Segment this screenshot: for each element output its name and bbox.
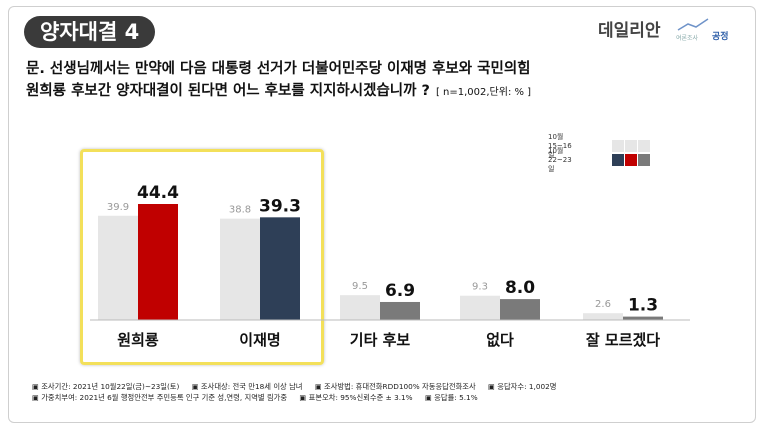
bar-curr-0 [138, 204, 178, 320]
bar-prev-3 [460, 295, 500, 320]
bar-curr-1 [260, 217, 300, 320]
legend-row-curr: 10월22~23일 [548, 147, 572, 173]
legend-label-curr: 10월22~23일 [548, 147, 572, 173]
bar-curr-3 [500, 299, 540, 320]
value-label-prev-4: 2.6 [595, 299, 611, 310]
footer-method: ▣ 조사방법: 휴대전화RDD100% 자동응답전화조사 [314, 382, 476, 391]
gongjeong-logo: 여론조사 공정 [676, 16, 746, 44]
legend-swatch-curr-3 [638, 154, 650, 166]
value-label-curr-0: 44.4 [137, 183, 179, 203]
bar-prev-2 [340, 295, 380, 320]
value-label-prev-1: 38.8 [229, 205, 251, 216]
value-label-curr-3: 8.0 [505, 278, 535, 298]
survey-question: 문. 선생님께서는 만약에 다음 대통령 선거가 더불어민주당 이재명 후보와 … [26, 58, 746, 104]
question-line-1: 문. 선생님께서는 만약에 다음 대통령 선거가 더불어민주당 이재명 후보와 … [26, 61, 531, 77]
footer-response-rate: ▣ 응답률: 5.1% [424, 393, 478, 402]
brand2-sub: 여론조사 [676, 35, 699, 42]
title-badge: 양자대결 4 [24, 16, 156, 48]
footer-weighting: ▣ 가중치부여: 2021년 6월 행정안전부 주민등록 인구 기준 성,연령,… [32, 393, 288, 402]
value-label-prev-3: 9.3 [472, 282, 488, 293]
brand2-main: 공정 [712, 32, 729, 42]
footer-target: ▣ 조사대상: 전국 만18세 이상 남녀 [191, 382, 303, 391]
category-label-1: 이재명 [239, 331, 280, 349]
question-line-2: 원희룡 후보간 양자대결이 된다면 어느 후보를 지지하시겠습니까 ? [26, 83, 430, 99]
value-label-curr-4: 1.3 [628, 296, 658, 316]
legend-swatch-curr-2 [625, 154, 637, 166]
brand-name: 데일리안 [598, 21, 661, 41]
legend-row-prev: 10월15~16일 [548, 133, 572, 159]
highlight-box [80, 149, 324, 365]
category-label-3: 없다 [486, 331, 514, 349]
legend-swatch-prev-1 [612, 140, 624, 152]
value-label-curr-2: 6.9 [385, 281, 415, 301]
footer-respondents: ▣ 응답자수: 1,002명 [488, 382, 557, 391]
category-label-0: 원희룡 [117, 331, 159, 349]
slide-frame [8, 6, 756, 423]
bar-prev-0 [98, 215, 138, 320]
legend-swatch-prev-3 [638, 140, 650, 152]
bar-curr-2 [380, 301, 420, 320]
value-label-prev-0: 39.9 [107, 202, 129, 213]
legend-swatch-curr-1 [612, 154, 624, 166]
dailian-logo: 데일리안 [598, 16, 661, 41]
sample-note: [ n=1,002,단위: % ] [435, 87, 532, 98]
value-label-prev-2: 9.5 [352, 281, 368, 292]
category-label-4: 잘 모르겠다 [586, 331, 660, 349]
footer-line-2: ▣ 가중치부여: 2021년 6월 행정안전부 주민등록 인구 기준 성,연령,… [32, 392, 567, 403]
value-label-curr-1: 39.3 [259, 196, 301, 216]
footer-error: ▣ 표본오차: 95%신뢰수준 ± 3.1% [299, 393, 413, 402]
legend-swatch-prev-2 [625, 140, 637, 152]
footer-line-1: ▣ 조사기간: 2021년 10월22일(금)~23일(토) ▣ 조사대상: 전… [32, 381, 567, 392]
bar-prev-1 [220, 218, 260, 320]
bar-curr-4 [623, 316, 663, 320]
survey-footer: ▣ 조사기간: 2021년 10월22일(금)~23일(토) ▣ 조사대상: 전… [32, 381, 567, 403]
legend-label-prev: 10월15~16일 [548, 133, 572, 159]
bar-prev-4 [583, 313, 623, 320]
chart-line-icon [677, 18, 709, 31]
footer-period: ▣ 조사기간: 2021년 10월22일(금)~23일(토) [32, 382, 180, 391]
category-label-2: 기타 후보 [350, 331, 411, 349]
